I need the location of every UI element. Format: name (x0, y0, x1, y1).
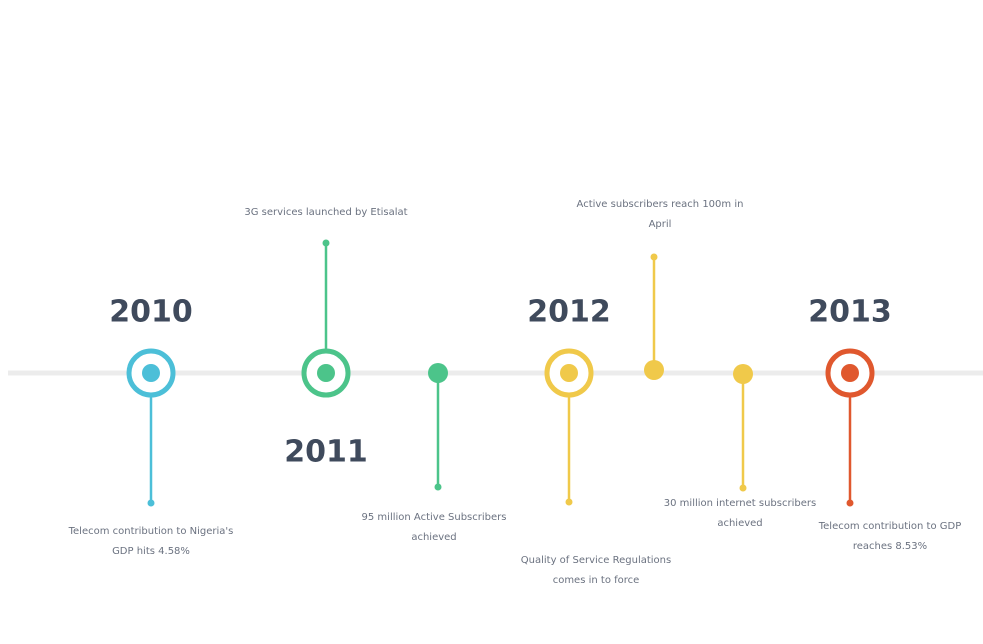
event-text: 3G services launched by Etisalat (244, 207, 407, 218)
event-text: achieved (411, 532, 456, 543)
stem-dot (650, 253, 658, 261)
milestone-dot (142, 364, 160, 382)
event-dot (428, 363, 448, 383)
stem-dot (322, 239, 330, 247)
event-text: Telecom contribution to GDP (818, 521, 962, 532)
event-text: April (649, 219, 672, 230)
event-text: Active subscribers reach 100m in (577, 199, 744, 210)
event-text: 30 million internet subscribers (664, 498, 816, 509)
milestone-dot (317, 364, 335, 382)
year-label: 2013 (808, 295, 892, 330)
milestone-dot (560, 364, 578, 382)
milestone-dot (841, 364, 859, 382)
stem-dot (434, 483, 442, 491)
event-text: achieved (717, 518, 762, 529)
event-text: reaches 8.53% (853, 541, 927, 552)
stem-dot (147, 499, 155, 507)
year-label: 2011 (284, 435, 368, 470)
event-text: 95 million Active Subscribers (362, 512, 507, 523)
year-label: 2012 (527, 295, 611, 330)
event-dot (733, 364, 753, 384)
stem-dot (565, 498, 573, 506)
stem-dot (846, 499, 854, 507)
year-label: 2010 (109, 295, 193, 330)
event-text: Telecom contribution to Nigeria's (68, 526, 234, 537)
event-text: GDP hits 4.58% (112, 546, 190, 557)
stem-dot (739, 484, 747, 492)
event-dot (644, 360, 664, 380)
event-text: comes in to force (553, 575, 640, 586)
event-text: Quality of Service Regulations (521, 555, 671, 566)
